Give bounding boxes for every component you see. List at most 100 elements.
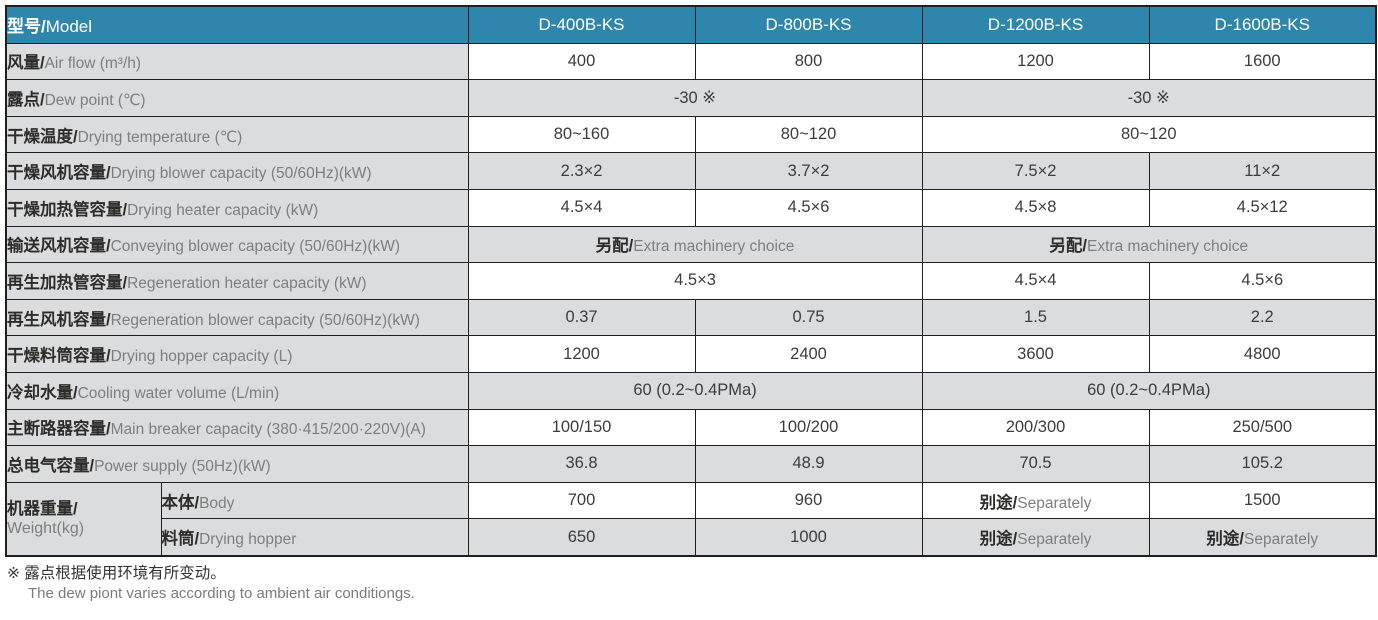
spec-row: 干燥加热管容量/Drying heater capacity (kW) 4.5×4… — [5, 188, 1377, 227]
cell-text-zh: 别途/ — [979, 530, 1018, 549]
spec-value-cell: 1.5 — [921, 298, 1150, 337]
spec-value-cell: 2.3×2 — [467, 152, 696, 190]
spec-row-label: 总电气容量/Power supply (50Hz)(kW) — [5, 445, 469, 483]
spec-value-cell: 80~120 — [921, 115, 1377, 154]
cell-text-en: Extra machinery choice — [633, 238, 795, 256]
cell-text-zh: 别途/ — [979, 493, 1018, 512]
row-label-zh: 干燥料筒容量/ — [7, 347, 111, 366]
spec-tbody: 风量/Air flow (m³/h) 400 800 1200 1600 露点/Dew p… — [5, 42, 1377, 557]
spec-value-cell: 2.2 — [1148, 298, 1377, 337]
spec-row: 干燥温度/Drying temperature (℃) 80~160 80~120 8… — [5, 115, 1377, 154]
row-label-en: Conveying blower capacity (50/60Hz)(kW) — [110, 238, 401, 256]
spec-value-cell: 80~120 — [694, 115, 923, 154]
spec-value-cell: 7.5×2 — [921, 152, 1150, 190]
row-label-zh: 露点/ — [7, 90, 45, 109]
row-label-zh: 干燥加热管容量/ — [7, 200, 128, 219]
spec-value-cell: 1200 — [921, 42, 1150, 81]
header-model-label: 型号/Model — [5, 5, 469, 44]
row-label-en: Drying hopper — [199, 531, 297, 549]
spec-value-cell: 400 — [467, 42, 696, 81]
weight-sub-label: 料筒/Drying hopper — [160, 518, 469, 557]
spec-value-cell: 1500 — [1148, 481, 1377, 520]
spec-value-cell: 4.5×8 — [921, 188, 1150, 227]
model-spec-table: 型号/Model D-400B-KS D-800B-KS D-1200B-KS D-1… — [5, 5, 1378, 557]
footnotes: ※ 露点根据使用环境有所变动。 The dew piont varies acc… — [7, 564, 1378, 604]
weight-row: 料筒/Drying hopper 650 1000 别途/Separately 别途/S… — [6, 518, 1377, 557]
row-label-zh: 总电气容量/ — [7, 456, 95, 475]
spec-value-cell: 1000 — [694, 518, 923, 557]
spec-row-label: 主断路器容量/Main breaker capacity (380·415/20… — [5, 408, 469, 447]
spec-value-cell: 1600 — [1148, 42, 1377, 81]
row-label-zh: 机器重量/ — [7, 499, 78, 518]
spec-value-cell: 105.2 — [1148, 445, 1377, 483]
spec-value-cell: 3.7×2 — [694, 152, 923, 190]
weight-sub-label: 本体/Body — [160, 481, 469, 520]
row-label-zh: 风量/ — [7, 54, 45, 73]
cell-text-en: Separately — [1244, 531, 1319, 549]
spec-row-label: 风量/Air flow (m³/h) — [5, 42, 469, 81]
spec-row-label: 输送风机容量/Conveying blower capacity (50/60H… — [5, 225, 469, 264]
row-label-zh: 本体/ — [161, 493, 200, 512]
spec-value-cell: 200/300 — [921, 408, 1150, 447]
spec-value-cell: 1200 — [467, 335, 696, 373]
spec-value-cell: 另配/Extra machinery choice — [921, 225, 1377, 264]
weight-group-label: 机器重量/Weight(kg) — [5, 481, 162, 557]
spec-value-cell: 2400 — [694, 335, 923, 373]
footnote-zh: ※ 露点根据使用环境有所变动。 — [7, 564, 226, 582]
cell-text-zh: 别途/ — [1206, 530, 1244, 549]
spec-value-cell: 60 (0.2~0.4PMa) — [921, 371, 1377, 410]
row-label-zh: 主断路器容量/ — [7, 420, 111, 439]
cell-text-en: Separately — [1017, 531, 1092, 549]
row-label-zh: 料筒/ — [161, 530, 200, 549]
spec-row: 总电气容量/Power supply (50Hz)(kW) 36.8 48.9 70.… — [5, 445, 1377, 483]
cell-text-zh: 另配/ — [1049, 237, 1088, 256]
spec-value-cell: 100/200 — [694, 408, 923, 447]
model-column-header: D-400B-KS — [467, 5, 696, 44]
spec-row-label: 露点/Dew point (℃) — [5, 79, 469, 117]
model-column-header: D-800B-KS — [694, 5, 923, 44]
spec-value-cell: 别途/Separately — [921, 518, 1150, 557]
row-label-en: Drying temperature (℃) — [77, 128, 243, 146]
spec-row-label: 冷却水量/Cooling water volume (L/min) — [5, 371, 469, 410]
spec-value-cell: 0.75 — [694, 298, 923, 337]
cell-text-en: Extra machinery choice — [1087, 238, 1249, 256]
spec-row: 露点/Dew point (℃) -30 ※ -30 ※ — [5, 79, 1377, 117]
header-model-label-en: Model — [45, 17, 93, 37]
spec-value-cell: 4.5×6 — [1148, 262, 1377, 300]
row-label-zh: 再生加热管容量/ — [7, 273, 128, 292]
row-label-en: Weight(kg) — [7, 520, 85, 538]
spec-value-cell: 4.5×6 — [694, 188, 923, 227]
spec-value-cell: 250/500 — [1148, 408, 1377, 447]
spec-value-cell: 11×2 — [1148, 152, 1377, 190]
spec-value-cell: 48.9 — [694, 445, 923, 483]
spec-value-cell: 70.5 — [921, 445, 1150, 483]
spec-value-cell: 60 (0.2~0.4PMa) — [467, 371, 923, 410]
spec-row-label: 干燥风机容量/Drying blower capacity (50/60Hz)(… — [5, 152, 469, 190]
spec-value-cell: 800 — [694, 42, 923, 81]
spec-row: 风量/Air flow (m³/h) 400 800 1200 1600 — [5, 42, 1377, 81]
row-label-zh: 冷却水量/ — [7, 383, 78, 402]
spec-value-cell: -30 ※ — [921, 79, 1377, 117]
weight-row: 机器重量/Weight(kg) 本体/Body 700 960 别途/Separatel… — [5, 481, 1377, 557]
row-label-zh: 干燥温度/ — [7, 127, 78, 146]
spec-row: 再生风机容量/Regeneration blower capacity (50/… — [5, 298, 1377, 337]
spec-value-cell: 650 — [467, 518, 696, 557]
row-label-en: Regeneration blower capacity (50/60Hz)(k… — [110, 311, 420, 329]
row-label-zh: 再生风机容量/ — [7, 310, 111, 329]
spec-value-cell: 4.5×12 — [1148, 188, 1377, 227]
spec-value-cell: -30 ※ — [467, 79, 923, 117]
spec-row: 主断路器容量/Main breaker capacity (380·415/20… — [5, 408, 1377, 447]
spec-value-cell: 别途/Separately — [921, 481, 1150, 520]
spec-value-cell: 4.5×4 — [921, 262, 1150, 300]
spec-value-cell: 4.5×3 — [467, 262, 923, 300]
spec-row-label: 再生风机容量/Regeneration blower capacity (50/… — [5, 298, 469, 337]
spec-value-cell: 100/150 — [467, 408, 696, 447]
row-label-en: Power supply (50Hz)(kW) — [94, 457, 271, 475]
model-column-header: D-1600B-KS — [1148, 5, 1377, 44]
spec-row: 冷却水量/Cooling water volume (L/min) 60 (0.2… — [5, 371, 1377, 410]
row-label-zh: 干燥风机容量/ — [7, 164, 111, 183]
header-model-label-zh: 型号/ — [7, 17, 46, 37]
spec-value-cell: 4.5×4 — [467, 188, 696, 227]
row-label-en: Main breaker capacity (380·415/200·220V)… — [110, 421, 426, 439]
